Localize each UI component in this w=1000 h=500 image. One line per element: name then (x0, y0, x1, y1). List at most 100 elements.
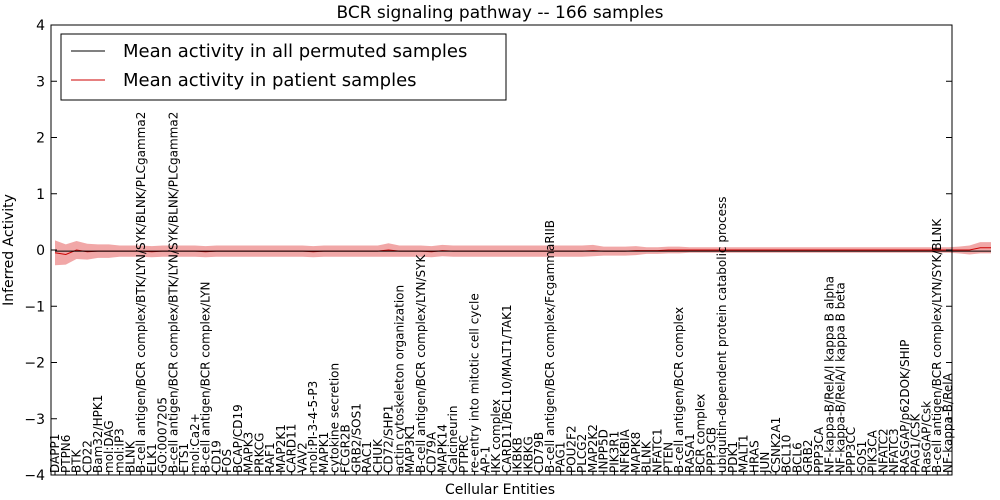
x-tick-label: CD79A (425, 431, 439, 473)
y-tick-label: 4 (36, 18, 45, 34)
x-tick-label: NF-kappa-B/RelA/I kappa B beta (833, 282, 847, 473)
x-tick-label: CD19 (209, 440, 223, 473)
plot-frame (50, 24, 953, 476)
x-tick-label: ubiquitin-dependent protein catabolic pr… (715, 197, 729, 473)
y-tick-label: 0 (36, 243, 45, 259)
x-tick-label: RASGAP/p62DOK/SHIP (898, 340, 912, 473)
x-tick-label: B-cell antigen/BCR complex/BTK/LYN/SYK/B… (166, 112, 180, 473)
legend-label-patient: Mean activity in patient samples (123, 70, 417, 91)
y-tick-label: −1 (24, 299, 45, 315)
x-tick-label: PTEN (661, 442, 675, 473)
x-tick-label: MAP3K1 (403, 424, 417, 473)
x-tick-label: mol:IP3 (113, 428, 127, 473)
y-tick-label: −3 (24, 412, 45, 428)
x-tick-label: CHUK (371, 438, 385, 473)
x-tick-label: PAG1/CSK (909, 413, 923, 473)
x-tick-label: BCAP/CD19 (231, 404, 245, 473)
x-tick-label: MALT1 (737, 434, 751, 473)
x-tick-label: RAF1 (263, 442, 277, 473)
x-tick-label: MAP2K2 (586, 424, 600, 473)
x-tick-label: PPP3CC (844, 427, 858, 473)
x-tick-label: B-cell antigen/BCR complex/LYN/SYK (414, 253, 428, 473)
chart-title: BCR signaling pathway -- 166 samples (336, 3, 663, 23)
x-tick-label: BCL6 (790, 442, 804, 473)
x-tick-label: RasGAP/Csk (920, 401, 934, 473)
x-tick-label: IKBKG (521, 436, 535, 473)
x-tick-label: mol:DAG (102, 420, 116, 473)
x-tick-label: B-cell antigen/BCR complex/LYN/SYK/BLNK (930, 218, 944, 473)
x-tick-label: BCR complex (694, 394, 708, 473)
x-tick-label: actin cytoskeleton organization (392, 285, 406, 473)
x-tick-label: INPP5D (597, 429, 611, 473)
x-tick-label: PRKCG (252, 433, 266, 473)
x-tick-label: PTPN6 (59, 435, 73, 473)
x-tick-label: mol:PI-3-4-5-P3 (306, 381, 320, 473)
x-tick-label: NF-kappa-B/RelA/I kappa B alpha (823, 276, 837, 473)
x-tick-label: RAC1 (360, 441, 374, 473)
x-tick-label: NF-kappa-B/RelA (941, 372, 955, 473)
x-tick-label: CD22 (80, 440, 94, 473)
x-tick-label: CSNK2A1 (769, 417, 783, 473)
x-axis-label: Cellular Entities (445, 482, 555, 498)
y-tick-label: 3 (36, 74, 45, 90)
x-tick-label: MAPK8 (629, 432, 643, 473)
patient-activity-band (55, 240, 991, 266)
x-tick-label: BLNK (123, 440, 137, 473)
x-tick-label: PIK3CA (866, 429, 880, 473)
x-tick-label: BCL10 (780, 435, 794, 473)
y-tick-label: 1 (36, 187, 45, 203)
y-tick-label: −2 (24, 356, 45, 372)
y-tick-label: −4 (24, 468, 45, 484)
x-tick-label: FCGR2B (339, 424, 353, 473)
x-tick-label: GO:0007205 (156, 397, 170, 473)
x-tick-label: CD72/SHP1 (382, 405, 396, 473)
x-tick-label: NFKBIA (618, 428, 632, 473)
x-tick-label: MAPK3 (242, 432, 256, 473)
x-tick-label: PDK1 (726, 441, 740, 473)
x-tick-label: POU2F2 (564, 425, 578, 473)
x-tick-label: IKK complex (489, 399, 503, 473)
x-tick-label: MAPK1 (317, 432, 331, 473)
x-tick-label: RASA1 (683, 433, 697, 473)
x-tick-label: BTK (70, 448, 84, 473)
x-tick-label: HRAS (747, 440, 761, 473)
x-tick-label: B-cell antigen/BCR complex (672, 307, 686, 473)
x-tick-label: re-entry into mitotic cell cycle (468, 293, 482, 473)
x-tick-label: PPP3CB (704, 427, 718, 473)
legend: Mean activity in all permuted samples Me… (60, 33, 507, 101)
y-axis-label: Inferred Activity (1, 194, 17, 306)
legend-box (60, 33, 507, 101)
x-tick-label: ETS1 (177, 443, 191, 473)
x-tick-label: VAV2 (296, 442, 310, 473)
x-tick-label: cytokine secretion (328, 363, 342, 473)
x-tick-label: NFATC1 (651, 428, 665, 473)
x-tick-label: CD79B (532, 432, 546, 473)
x-tick-label: Calcineurin (446, 406, 460, 473)
plot-area (54, 240, 991, 266)
x-tick-label: GRB2/SOS1 (349, 403, 363, 473)
x-tick-label: B-cell antigen/BCR complex/FcgammaRIIB (543, 220, 557, 473)
x-tick-label: MAP2K1 (274, 424, 288, 473)
x-tick-label: PIK3R1 (608, 431, 622, 473)
x-tick-label: PAG1 (554, 442, 568, 473)
y-tick-label: 2 (36, 131, 45, 147)
legend-label-permuted: Mean activity in all permuted samples (123, 41, 467, 62)
x-tick-label: IKBKB (511, 437, 525, 473)
x-tick-label: AP-1 (478, 446, 492, 473)
x-tick-label: ELK1 (145, 443, 159, 473)
x-tick-label: mol:Ca2+ (188, 413, 202, 473)
x-tick-label: NFATC2 (876, 428, 890, 473)
x-tick-label: PPP3CA (812, 426, 826, 473)
x-tick-label: BLNK (640, 440, 654, 473)
x-tick-label: CARD11 (285, 424, 299, 473)
x-tick-label: SOS1 (855, 441, 869, 473)
x-tick-label: FOS (220, 449, 234, 473)
x-tick-label: B-cell antigen/BCR complex/BTK/LYN/SYK/B… (134, 112, 148, 473)
x-tick-label: GRB2 (801, 439, 815, 473)
axis-ticks: −4−3−2−101234DAPP1PTPN6BTKCD22Bam32/HPK1… (24, 18, 955, 484)
x-tick-label: CARD11/BCL10/MALT1/TAK1 (500, 304, 514, 473)
x-tick-label: PLCG2 (575, 434, 589, 473)
x-tick-label: MAPK14 (435, 424, 449, 473)
x-tick-label: B-cell antigen/BCR complex/LYN (199, 281, 213, 473)
